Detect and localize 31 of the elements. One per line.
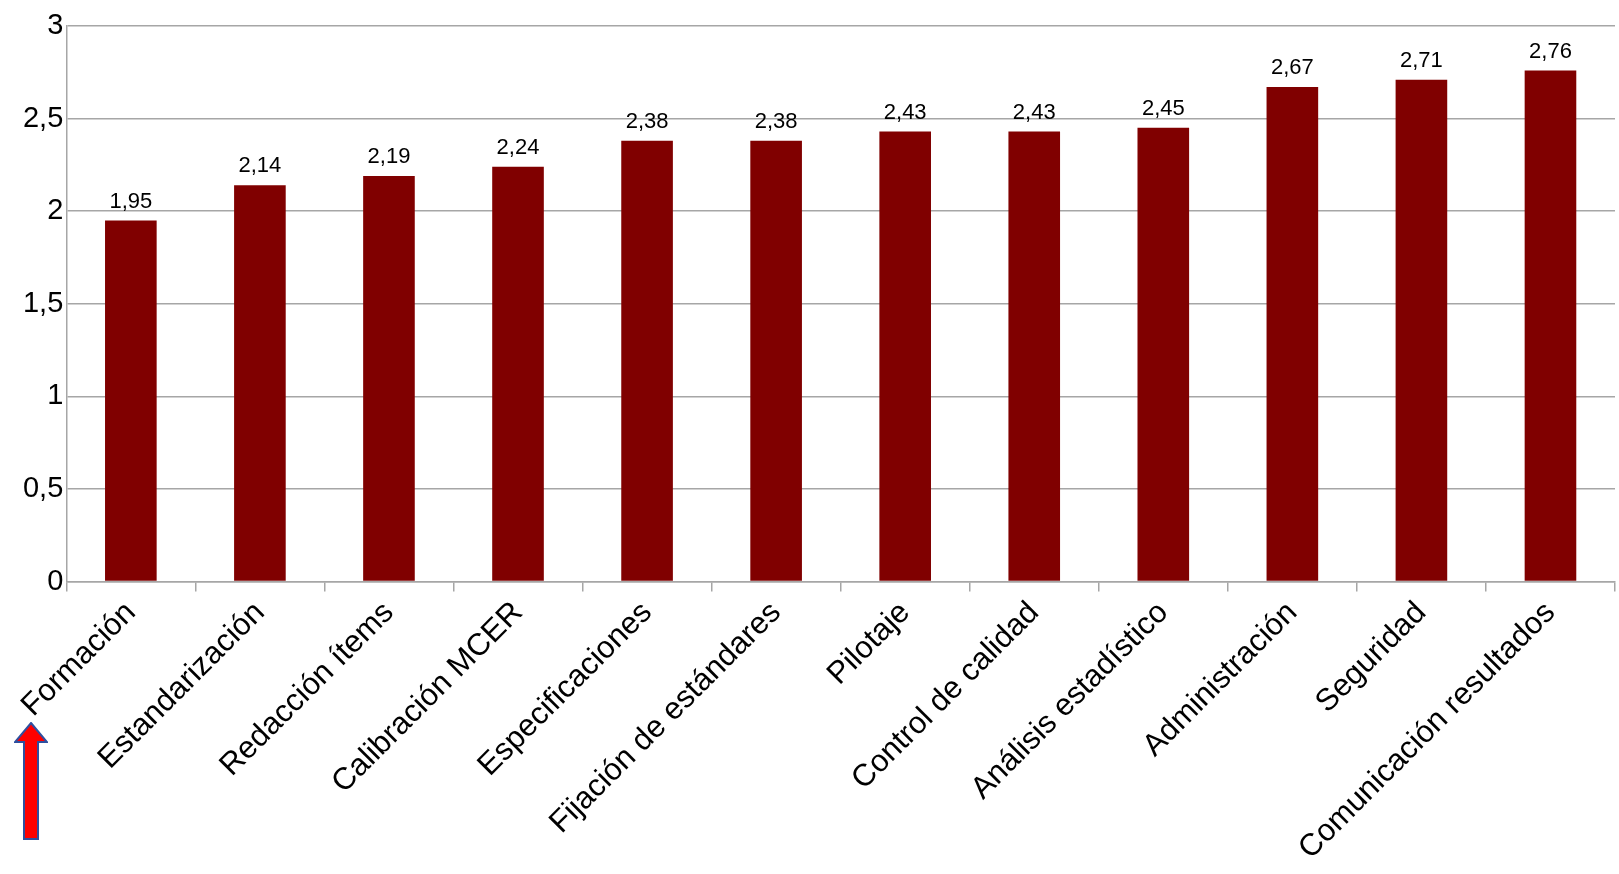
data-label: 2,43	[1012, 98, 1056, 124]
data-label: 2,24	[496, 133, 540, 159]
bar	[105, 220, 157, 581]
data-label: 2,38	[754, 107, 798, 133]
data-label: 2,45	[1141, 94, 1185, 120]
bar	[750, 140, 802, 581]
bar	[1266, 87, 1319, 581]
y-tick-label: 1	[47, 378, 64, 411]
data-label: 2,38	[625, 107, 669, 133]
bar	[1524, 70, 1577, 581]
y-tick-label: 2	[47, 193, 64, 226]
y-tick-label: 1,5	[22, 285, 64, 318]
data-label: 2,19	[367, 143, 411, 169]
bar	[1395, 79, 1448, 581]
data-label: 2,14	[238, 152, 282, 178]
y-tick-label: 0	[47, 563, 64, 596]
bar	[879, 131, 931, 581]
data-label: 2,43	[883, 98, 927, 124]
data-label: 2,71	[1400, 46, 1443, 72]
bar	[1137, 127, 1190, 581]
bar	[621, 140, 673, 581]
y-tick-label: 2,5	[22, 100, 64, 133]
bar	[363, 176, 415, 581]
bar	[492, 166, 544, 581]
data-label: 2,76	[1529, 37, 1572, 63]
y-tick-label: 0,5	[22, 470, 64, 503]
y-tick-label: 3	[47, 8, 64, 40]
data-label: 1,95	[109, 187, 153, 213]
bar	[1008, 131, 1061, 581]
data-label: 2,67	[1270, 54, 1314, 80]
bar	[234, 185, 286, 581]
